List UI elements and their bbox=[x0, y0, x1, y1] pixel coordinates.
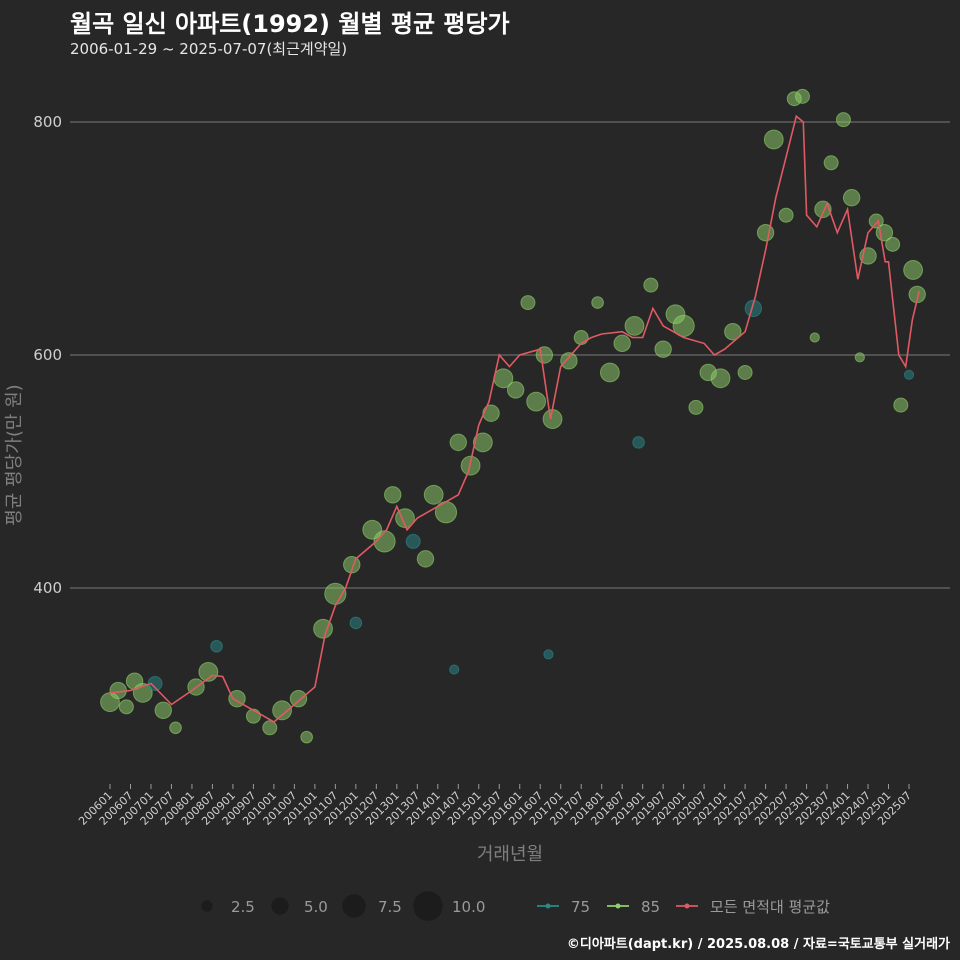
data-point-85 bbox=[262, 720, 278, 736]
data-point-85 bbox=[710, 368, 731, 389]
data-point-75 bbox=[449, 664, 460, 675]
legend-series-label: 75 bbox=[571, 898, 590, 916]
data-point-85 bbox=[885, 236, 901, 252]
x-axis-title: 거래년월 bbox=[477, 844, 543, 865]
data-point-85 bbox=[643, 277, 659, 293]
data-point-85 bbox=[272, 700, 292, 721]
legend-series-dot bbox=[684, 903, 690, 909]
data-point-85 bbox=[763, 129, 784, 150]
data-point-85 bbox=[868, 213, 884, 229]
data-point-85 bbox=[245, 708, 261, 724]
data-point-85 bbox=[300, 730, 313, 744]
data-point-85 bbox=[599, 362, 620, 383]
y-axis-title: 평균 평당가(만 원) bbox=[4, 384, 25, 525]
legend-size-circle bbox=[342, 894, 366, 918]
data-point-85 bbox=[613, 334, 631, 353]
data-point-75 bbox=[210, 639, 223, 653]
legend-series-dot bbox=[615, 903, 621, 909]
legend-series-label: 모든 면적대 평균값 bbox=[710, 898, 830, 916]
legend-size-label: 7.5 bbox=[378, 898, 402, 916]
data-point-85 bbox=[854, 352, 865, 363]
data-point-75 bbox=[903, 369, 915, 380]
legend-size-label: 5.0 bbox=[304, 898, 328, 916]
legend: 2.5 5.0 7.5 10.0 75 85 모든 면적대 평균값 bbox=[201, 891, 830, 921]
data-point-85 bbox=[482, 404, 500, 422]
data-point-85 bbox=[688, 399, 704, 415]
data-point-85 bbox=[591, 296, 604, 309]
data-point-85 bbox=[893, 397, 909, 413]
data-point-85 bbox=[506, 381, 525, 399]
credit-text: ©디아파트(dapt.kr) / 2025.08.08 / 자료=국토교통부 실… bbox=[566, 937, 950, 952]
data-point-85 bbox=[198, 661, 219, 682]
data-point-85 bbox=[154, 701, 172, 720]
data-point-85 bbox=[737, 364, 753, 380]
chart-subtitle: 2006-01-29 ~ 2025-07-07(최근계약일) bbox=[70, 40, 348, 58]
data-point-85 bbox=[472, 432, 493, 453]
data-point-75 bbox=[632, 436, 645, 449]
legend-size-label: 2.5 bbox=[231, 898, 255, 916]
data-point-75 bbox=[349, 616, 363, 630]
data-point-85 bbox=[373, 530, 396, 553]
legend-series-label: 85 bbox=[641, 898, 660, 916]
data-point-85 bbox=[903, 260, 923, 280]
data-point-85 bbox=[313, 618, 333, 639]
grid-lines bbox=[70, 121, 950, 589]
data-point-85 bbox=[794, 88, 810, 104]
y-tick-label: 600 bbox=[33, 346, 62, 364]
data-point-85 bbox=[118, 699, 134, 715]
data-point-85 bbox=[423, 484, 444, 505]
data-point-85 bbox=[520, 295, 536, 311]
y-axis-ticks: 400 600 800 bbox=[33, 113, 62, 597]
data-point-85 bbox=[724, 323, 742, 341]
data-point-85 bbox=[416, 550, 435, 568]
data-point-85 bbox=[778, 207, 794, 223]
legend-size-circle bbox=[271, 897, 289, 915]
data-point-85 bbox=[842, 189, 861, 207]
data-point-85 bbox=[624, 315, 645, 336]
data-point-85 bbox=[809, 332, 820, 343]
data-point-85 bbox=[756, 223, 775, 242]
x-axis-ticks: 2006012006072007012007072008012008072009… bbox=[76, 784, 914, 828]
chart-title: 월곡 일신 아파트(1992) 월별 평균 평당가 bbox=[70, 10, 510, 38]
data-point-85 bbox=[169, 721, 182, 735]
data-point-75 bbox=[543, 649, 554, 660]
data-points bbox=[100, 88, 926, 744]
data-point-75 bbox=[147, 676, 163, 692]
data-point-85 bbox=[672, 314, 695, 337]
y-tick-label: 400 bbox=[33, 579, 62, 597]
legend-size-circle bbox=[413, 891, 443, 921]
legend-size-label: 10.0 bbox=[452, 898, 485, 916]
data-point-85 bbox=[654, 340, 672, 358]
y-tick-label: 800 bbox=[33, 113, 62, 131]
data-point-85 bbox=[384, 486, 402, 504]
data-point-75 bbox=[744, 299, 762, 318]
average-price-line bbox=[109, 114, 920, 723]
legend-size-circle bbox=[201, 900, 213, 912]
data-point-85 bbox=[434, 501, 458, 524]
data-point-85 bbox=[526, 391, 547, 412]
data-point-85 bbox=[835, 112, 851, 128]
legend-series-dot bbox=[545, 903, 551, 909]
data-point-85 bbox=[560, 352, 578, 370]
data-point-85 bbox=[449, 433, 467, 452]
data-point-85 bbox=[289, 689, 308, 708]
data-point-85 bbox=[573, 330, 589, 346]
data-point-85 bbox=[823, 155, 839, 171]
data-point-75 bbox=[405, 533, 421, 549]
